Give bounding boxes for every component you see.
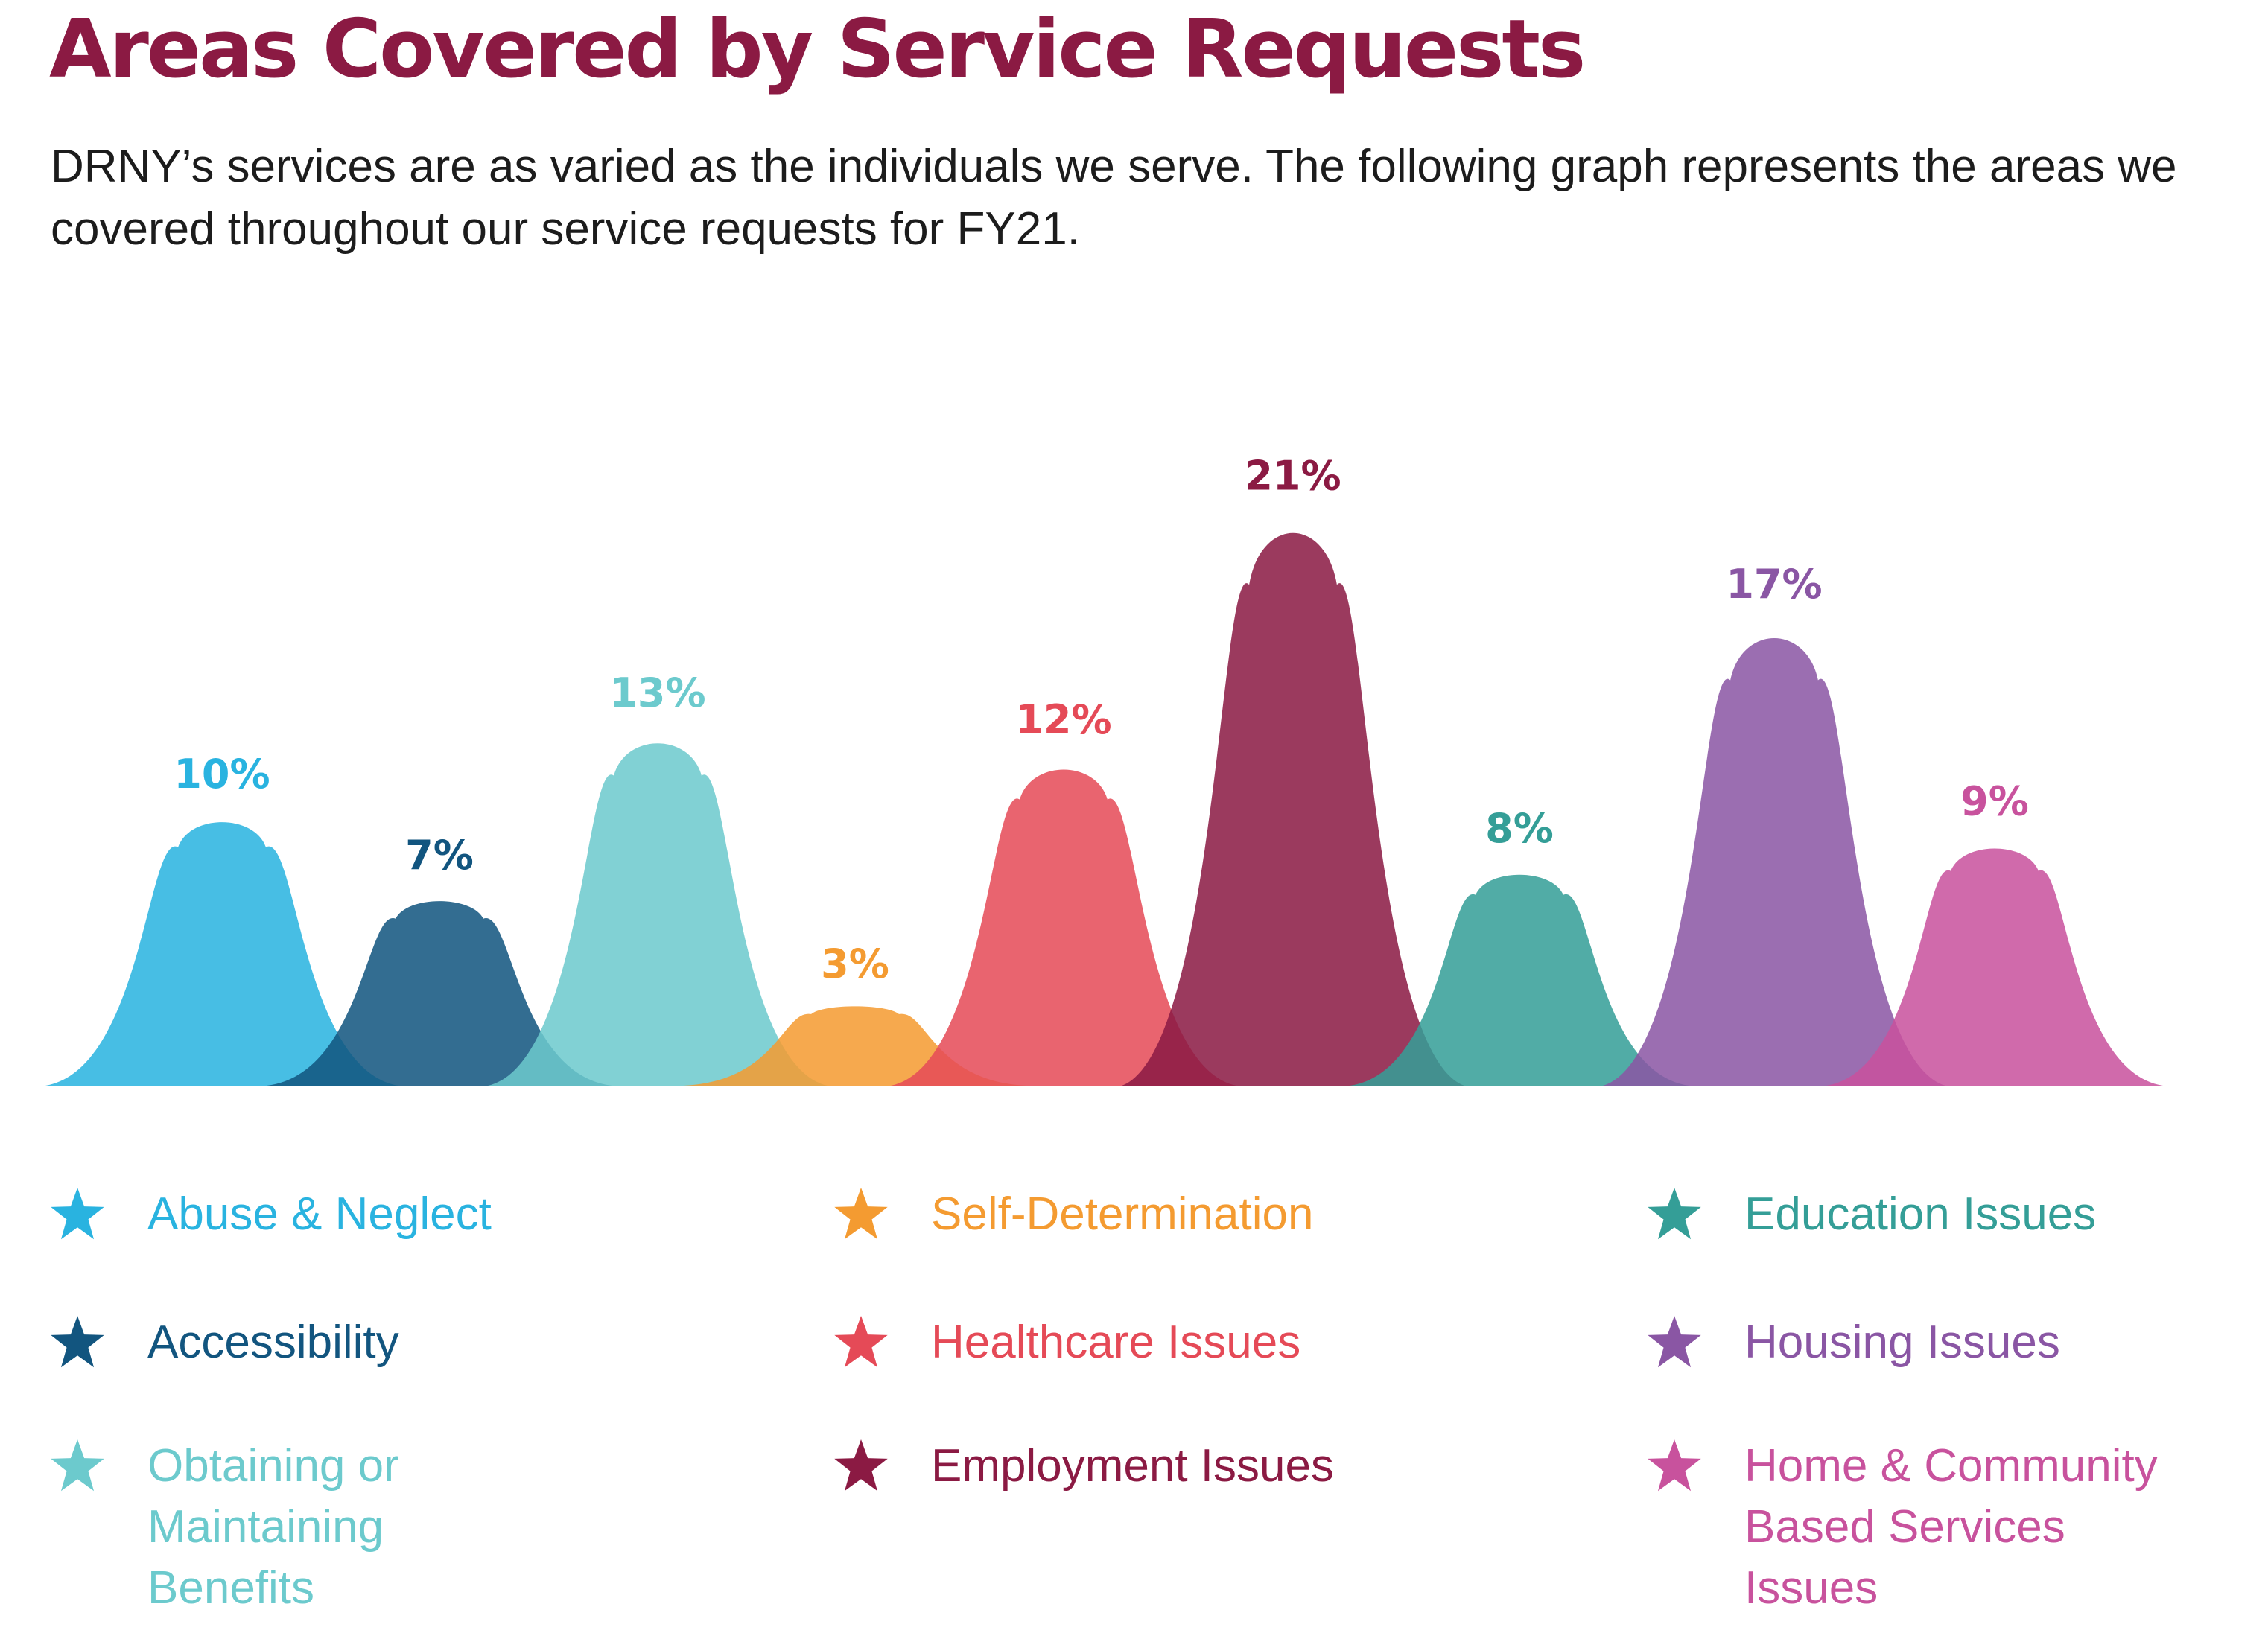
- peak-education-issues: [1350, 874, 1689, 1086]
- value-label-obtaining-or-maintaining-benefits: 13%: [609, 669, 705, 716]
- value-label-employment-issues: 21%: [1245, 453, 1341, 500]
- star-icon: [834, 1439, 888, 1492]
- star-icon: [51, 1188, 104, 1240]
- legend-item-home-and-community-based-services-issues: Home & Community Based Services Issues: [1646, 1436, 2158, 1619]
- peak-healthcare-issues: [891, 769, 1236, 1086]
- legend-label: Self-Determination: [931, 1188, 1314, 1240]
- legend-label: Healthcare Issues: [931, 1317, 1301, 1368]
- peak-home-and-community-based-services-issues: [1826, 848, 2163, 1086]
- legend-item-employment-issues: Employment Issues: [833, 1436, 1334, 1497]
- peak-housing-issues: [1603, 638, 1945, 1086]
- star-icon: [51, 1439, 104, 1492]
- legend-item-education-issues: Education Issues: [1646, 1184, 2096, 1245]
- legend-label: Housing Issues: [1744, 1317, 2060, 1368]
- value-label-housing-issues: 17%: [1726, 561, 1822, 608]
- value-label-self-determination: 3%: [821, 940, 889, 987]
- page-subtitle: DRNY’s services are as varied as the ind…: [51, 141, 2177, 255]
- legend-item-obtaining-or-maintaining-benefits: Obtaining or Maintaining Benefits: [49, 1436, 399, 1619]
- peak-employment-issues: [1122, 532, 1464, 1086]
- legend-label: Employment Issues: [931, 1440, 1334, 1492]
- peak-abuse-and-neglect: [45, 822, 398, 1086]
- chart-value-labels: 10% 7% 13% 3% 12% 21% 8% 17% 9%: [174, 453, 2028, 987]
- legend-label: Obtaining or Maintaining Benefits: [147, 1440, 399, 1614]
- star-icon: [834, 1316, 888, 1368]
- legend-item-housing-issues: Housing Issues: [1646, 1312, 2060, 1373]
- page-title: Areas Covered by Service Requests: [49, 3, 1586, 96]
- value-label-education-issues: 8%: [1485, 805, 1554, 852]
- star-icon: [1648, 1439, 1701, 1492]
- legend-label: Abuse & Neglect: [147, 1188, 492, 1240]
- legend-label: Home & Community Based Services Issues: [1744, 1440, 2158, 1614]
- star-icon: [1648, 1188, 1701, 1240]
- star-icon: [834, 1188, 888, 1240]
- legend-item-accessibility: Accessibility: [49, 1312, 399, 1373]
- star-icon: [51, 1316, 104, 1368]
- peak-accessibility: [267, 901, 612, 1086]
- value-label-home-and-community-based-services-issues: 9%: [1960, 777, 2029, 824]
- chart-peaks: [45, 532, 2163, 1086]
- legend-label: Education Issues: [1744, 1188, 2097, 1240]
- peak-obtaining-or-maintaining-benefits: [488, 743, 828, 1086]
- legend-item-healthcare-issues: Healthcare Issues: [833, 1312, 1300, 1373]
- value-label-healthcare-issues: 12%: [1015, 696, 1111, 743]
- value-label-abuse-and-neglect: 10%: [174, 751, 270, 798]
- star-icon: [1648, 1316, 1701, 1368]
- legend-label: Accessibility: [147, 1317, 399, 1368]
- value-label-accessibility: 7%: [405, 832, 474, 879]
- legend-item-abuse-and-neglect: Abuse & Neglect: [49, 1184, 492, 1245]
- legend-item-self-determination: Self-Determination: [833, 1184, 1313, 1245]
- peak-area-chart: 10% 7% 13% 3% 12% 21% 8% 17% 9%: [45, 453, 2163, 1086]
